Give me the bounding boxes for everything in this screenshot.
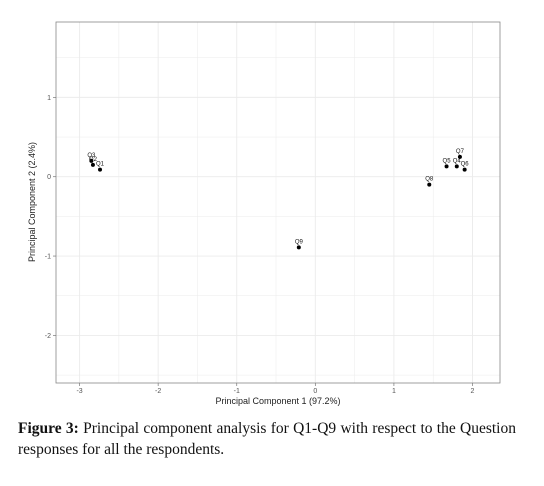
data-point-q3 (89, 158, 94, 163)
point-label-q2: Q2 (89, 157, 98, 163)
gridlines (56, 22, 500, 383)
point-label-q6: Q6 (461, 162, 470, 168)
point-label-q3: Q3 (87, 153, 96, 159)
figure-caption: Figure 3: Principal component analysis f… (18, 418, 516, 460)
caption-text: Principal component analysis for Q1-Q9 w… (18, 420, 516, 458)
caption-label: Figure 3: (18, 420, 79, 437)
data-point-q6 (462, 167, 467, 172)
y-tick-label: -2 (45, 333, 51, 340)
point-label-q8: Q8 (425, 177, 434, 183)
plot-panel (55, 21, 501, 384)
x-tick-label: -1 (234, 388, 240, 395)
y-tick-label: 0 (47, 174, 51, 181)
point-label-q9: Q9 (295, 239, 304, 245)
x-tick-label: 1 (392, 388, 396, 395)
point-label-q7: Q7 (456, 149, 465, 155)
data-point-q2 (90, 162, 95, 167)
x-tick-label: -3 (76, 388, 82, 395)
axis-ticks: -3 -2 -1 0 1 2 -2 -1 0 1 (45, 95, 475, 395)
data-point-q5 (444, 164, 449, 169)
point-label-q5: Q5 (443, 158, 452, 164)
data-point-q8 (427, 182, 432, 187)
x-tick-label: 0 (313, 388, 317, 395)
data-point-q4 (454, 164, 459, 169)
y-tick-label: 1 (47, 95, 51, 102)
point-label-q4: Q4 (453, 158, 462, 164)
data-point-q7 (457, 154, 462, 159)
data-point-q9 (296, 245, 301, 250)
y-axis-title: Principal Component 2 (2.4%) (27, 142, 37, 262)
x-axis-title: Principal Component 1 (97.2%) (215, 396, 340, 406)
y-tick-label: -1 (45, 254, 51, 261)
x-tick-label: 2 (471, 388, 475, 395)
data-point-q1 (98, 167, 103, 172)
point-label-q1: Q1 (96, 162, 105, 168)
x-tick-label: -2 (155, 388, 161, 395)
